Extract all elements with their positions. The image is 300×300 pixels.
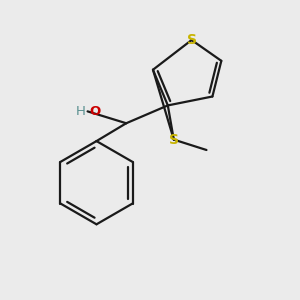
Text: O: O: [89, 105, 100, 118]
Text: S: S: [169, 133, 179, 147]
Text: H: H: [76, 105, 86, 118]
Text: S: S: [187, 33, 196, 47]
